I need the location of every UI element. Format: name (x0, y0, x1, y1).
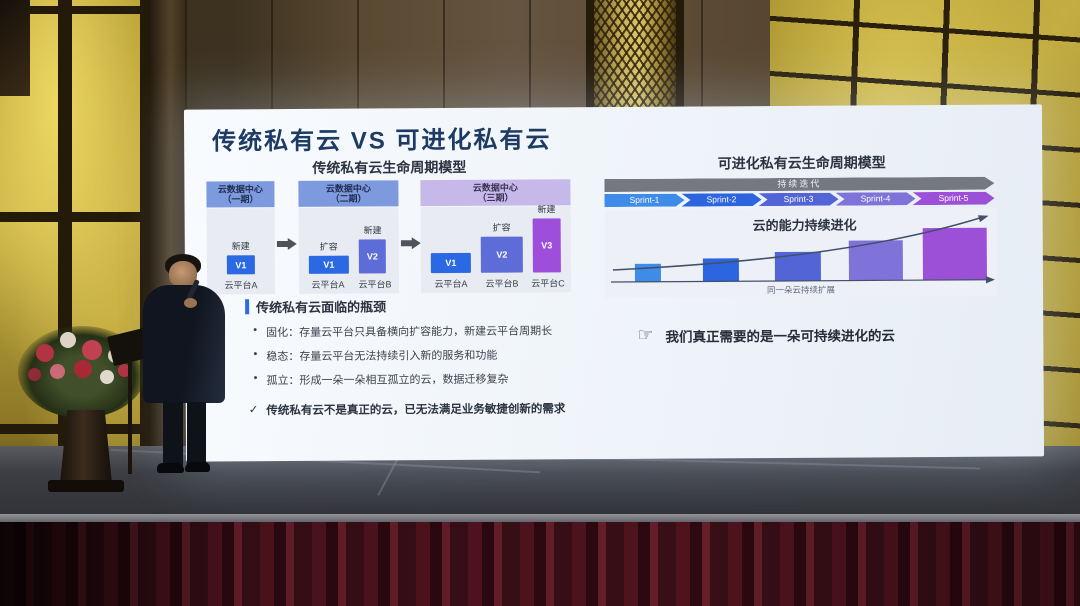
presenter-shoe (185, 462, 210, 472)
conclusion-row: ✓ 传统私有云不是真正的云，已无法满足业务敏捷创新的需求 (246, 400, 656, 419)
baseline-label: 同一朵云持续扩展 (766, 284, 836, 296)
curve-arrowhead-icon (977, 215, 989, 223)
platform-label: 云平台B (358, 279, 392, 290)
flower-bloom (60, 332, 76, 348)
bullet-dot-icon: • (253, 372, 258, 385)
key-message-callout: ☞ 我们真正需要的是一朵可持续进化的云 (637, 323, 895, 346)
growth-chart: 云的能力持续进化 同一朵云持续扩展 (604, 207, 998, 299)
sprint-chevron-2: Sprint-2 (681, 193, 761, 206)
projection-screen: 传统私有云 VS 可进化私有云 传统私有云生命周期模型 可进化私有云生命周期模型… (183, 104, 1045, 462)
presenter-hand (184, 298, 197, 308)
axis-arrowhead-icon (985, 276, 995, 284)
stage-front-edge (0, 514, 1080, 523)
phase-2-panel: 云数据中心 （二期） 扩容 V1 新建 V2 云平台A 云平台B (298, 180, 400, 294)
flower-pedestal (60, 410, 112, 484)
conclusion-text: 传统私有云不是真正的云，已无法满足业务敏捷创新的需求 (266, 403, 566, 418)
bullet-dot-icon: • (253, 348, 258, 361)
presenter-leg (163, 402, 183, 466)
bottleneck-section: 传统私有云面临的瓶颈 • 固化：存量云平台只具备横向扩容能力，新建云平台周期长 … (245, 295, 656, 419)
slide-title: 传统私有云 VS 可进化私有云 (212, 126, 552, 156)
sprint-chevron-1: Sprint-1 (604, 194, 684, 207)
vm-box-v2: V2 (480, 236, 523, 273)
bottleneck-bullet: • 孤立：形成一朵一朵相互孤立的云，数据迁移复杂 (246, 370, 656, 389)
evolvable-model-title: 可进化私有云生命周期模型 (717, 154, 886, 172)
flower-bloom (118, 364, 131, 377)
bottleneck-heading-row: 传统私有云面临的瓶颈 (245, 295, 655, 317)
vm-tag: 扩容 (492, 222, 511, 233)
bullet-text: 稳态：存量云平台无法持续引入新的服务和功能 (266, 349, 498, 364)
vm-box-v1: V1 (308, 255, 349, 274)
pedestal-base (48, 480, 124, 492)
curve-label: 云的能力持续进化 (752, 217, 857, 234)
center-brown-wall (185, 0, 780, 122)
vm-box-v1: V1 (430, 252, 471, 274)
flower-bloom (28, 368, 41, 381)
evolvable-model-diagram: 持续迭代 Sprint-1 Sprint-2 Sprint-3 Sprint-4… (604, 175, 1001, 377)
vm-tag: 扩容 (319, 241, 338, 252)
platform-label: 云平台A (434, 278, 468, 290)
heading-accent-bar (245, 299, 250, 315)
flower-bloom (74, 360, 92, 378)
vm-box-v2: V2 (358, 239, 386, 274)
left-dark-corner (0, 0, 30, 96)
sprint-chevron-4: Sprint-4 (835, 192, 915, 205)
callout-text: 我们真正需要的是一朵可持续进化的云 (665, 327, 896, 345)
vm-tag: 新建 (537, 204, 556, 215)
herringbone-column (586, 0, 684, 118)
bottleneck-bullet: • 固化：存量云平台只具备横向扩容能力，新建云平台周期长 (245, 322, 655, 341)
pointing-hand-icon: ☞ (637, 324, 654, 345)
flower-bloom (36, 344, 54, 362)
vm-tag: 新建 (363, 225, 382, 236)
growth-curve (610, 215, 995, 284)
bottleneck-heading: 传统私有云面临的瓶颈 (256, 299, 387, 316)
arrow-right-icon (401, 237, 421, 249)
bullet-text: 孤立：形成一朵一朵相互孤立的云，数据迁移复杂 (266, 373, 509, 388)
check-icon: ✓ (248, 404, 259, 417)
platform-label: 云平台C (531, 278, 565, 289)
phase-2-header: 云数据中心 （二期） (298, 180, 399, 207)
sprint-chevron-3: Sprint-3 (758, 193, 838, 206)
continuous-iteration-arrow: 持续迭代 (604, 177, 994, 192)
bullet-text: 固化：存量云平台只具备横向扩容能力，新建云平台周期长 (266, 325, 553, 340)
vm-box-v3: V3 (532, 218, 561, 273)
music-stand (106, 327, 154, 480)
presenter-leg (187, 402, 206, 464)
phase-1-header: 云数据中心 （一期） (206, 181, 275, 208)
phase-2-body: 扩容 V1 新建 V2 云平台A 云平台B (298, 207, 400, 294)
phase-3-body: V1 扩容 V2 新建 V3 云平台A 云平台B 云平台C (420, 204, 572, 294)
arrow-right-icon (277, 238, 297, 250)
flower-bloom (100, 370, 114, 384)
music-stand-pole (128, 360, 132, 474)
flower-bloom (50, 364, 65, 379)
flower-bloom (82, 340, 102, 360)
floor-seam (377, 454, 401, 496)
bottleneck-bullet: • 稳态：存量云平台无法持续引入新的服务和功能 (245, 346, 655, 365)
platform-label: 云平台A (311, 279, 345, 290)
presenter (133, 254, 239, 480)
bullet-dot-icon: • (253, 324, 258, 337)
presenter-shoe (157, 463, 184, 473)
vm-tag: 新建 (231, 241, 250, 252)
rising-curve (612, 217, 981, 271)
phase-3-panel: 云数据中心 （三期） V1 扩容 V2 新建 V3 云平台A 云平台B 云平台C (420, 179, 572, 294)
platform-label: 云平台B (485, 278, 519, 289)
sprint-timeline: Sprint-1 Sprint-2 Sprint-3 Sprint-4 Spri… (604, 192, 1000, 207)
baseline-axis (610, 279, 987, 283)
stage-skirt-curtain (0, 522, 1080, 606)
sprint-chevron-5: Sprint-5 (912, 192, 994, 206)
traditional-model-title: 传统私有云生命周期模型 (312, 158, 467, 176)
